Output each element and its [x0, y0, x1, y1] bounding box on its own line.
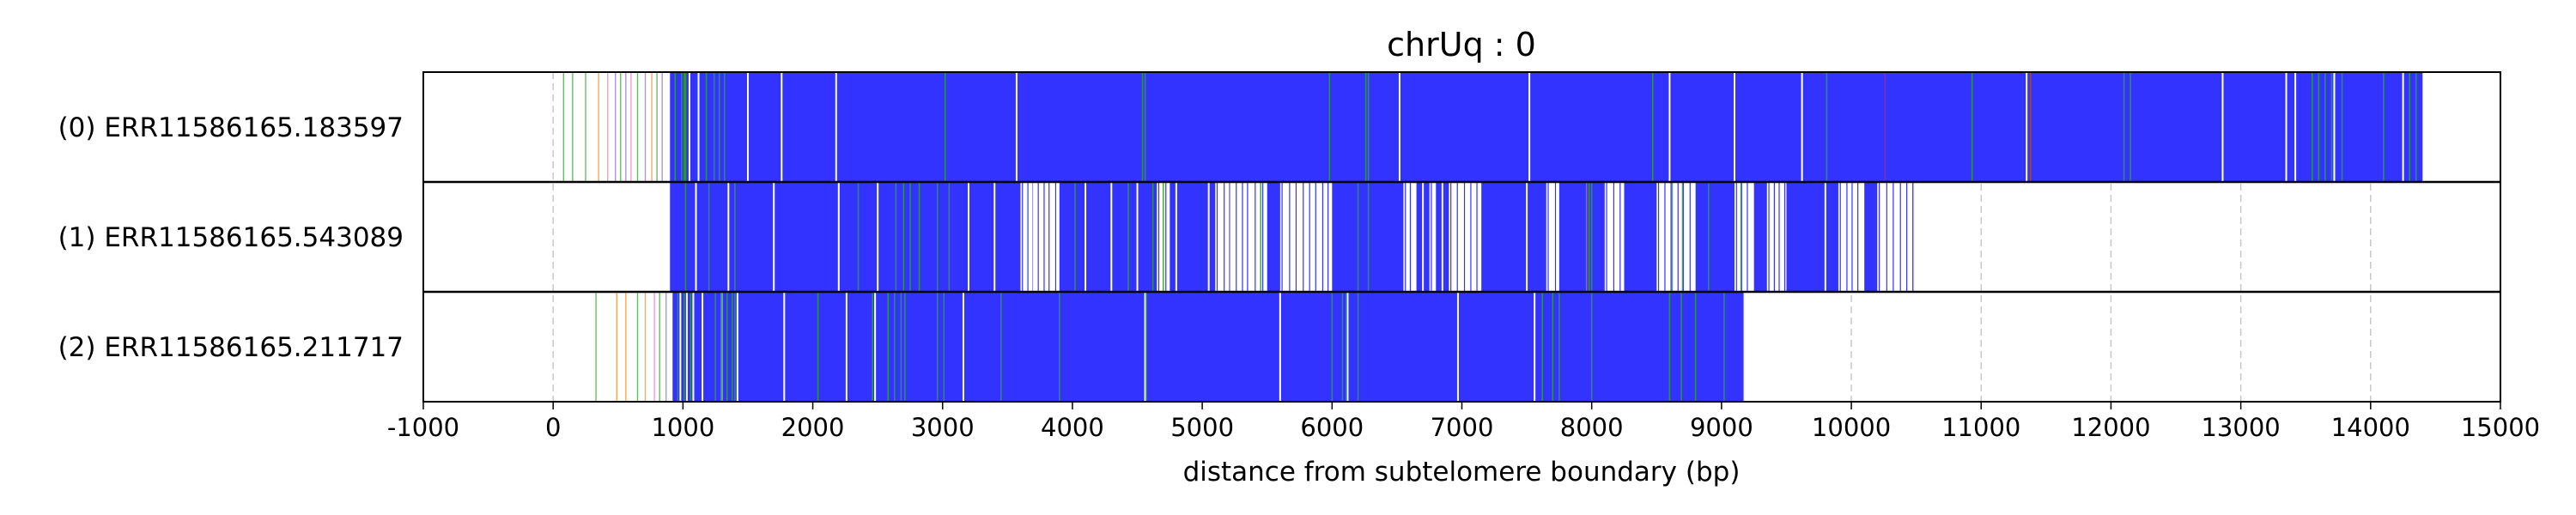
x-tick-label: 6000	[1300, 413, 1364, 442]
gap-region	[1877, 182, 1914, 292]
gap-region	[1215, 182, 1267, 292]
gap-region	[1429, 182, 1437, 292]
x-axis-label: distance from subtelomere boundary (bp)	[1183, 457, 1741, 488]
x-tick-label: 0	[545, 413, 561, 442]
read-label: (0) ERR11586165.183597	[58, 112, 404, 143]
gap-region	[1020, 182, 1060, 292]
read-label: (1) ERR11586165.543089	[58, 222, 404, 253]
gap-region	[1546, 182, 1559, 292]
x-tick-label: 14000	[2331, 413, 2410, 442]
x-tick-label: 10000	[1812, 413, 1891, 442]
read-track	[562, 72, 2423, 182]
y-axis: (0) ERR11586165.183597 (1) ERR11586165.54…	[58, 112, 404, 363]
read-label: (2) ERR11586165.211717	[58, 332, 404, 363]
read-track	[595, 292, 1744, 402]
gap-region	[1449, 182, 1482, 292]
gap-region	[1279, 182, 1333, 292]
x-tick-label: 11000	[1941, 413, 2020, 442]
read-track	[670, 182, 1914, 292]
gap-region	[1734, 182, 1754, 292]
x-axis: -1000 0 1000 2000 3000 4000 5000 6000 7000 8000 90…	[387, 402, 2540, 442]
x-tick-label: 13000	[2201, 413, 2280, 442]
x-tick-label: 4000	[1041, 413, 1104, 442]
chart-title: chrUq : 0	[1387, 26, 1536, 64]
x-tick-label: 1000	[651, 413, 714, 442]
gap-region	[1766, 182, 1787, 292]
read-block	[670, 72, 2423, 182]
read-block	[672, 292, 1744, 402]
x-tick-label: 2000	[781, 413, 845, 442]
x-tick-label: -1000	[387, 413, 459, 442]
x-tick-label: 3000	[911, 413, 975, 442]
reads-layer	[562, 72, 2423, 402]
x-tick-label: 5000	[1170, 413, 1234, 442]
x-tick-label: 7000	[1431, 413, 1494, 442]
x-tick-label: 12000	[2071, 413, 2150, 442]
x-tick-label: 15000	[2461, 413, 2540, 442]
gap-region	[1838, 182, 1865, 292]
gap-region	[1604, 182, 1625, 292]
gap-region	[1656, 182, 1696, 292]
x-tick-label: 9000	[1690, 413, 1753, 442]
x-tick-label: 8000	[1560, 413, 1624, 442]
